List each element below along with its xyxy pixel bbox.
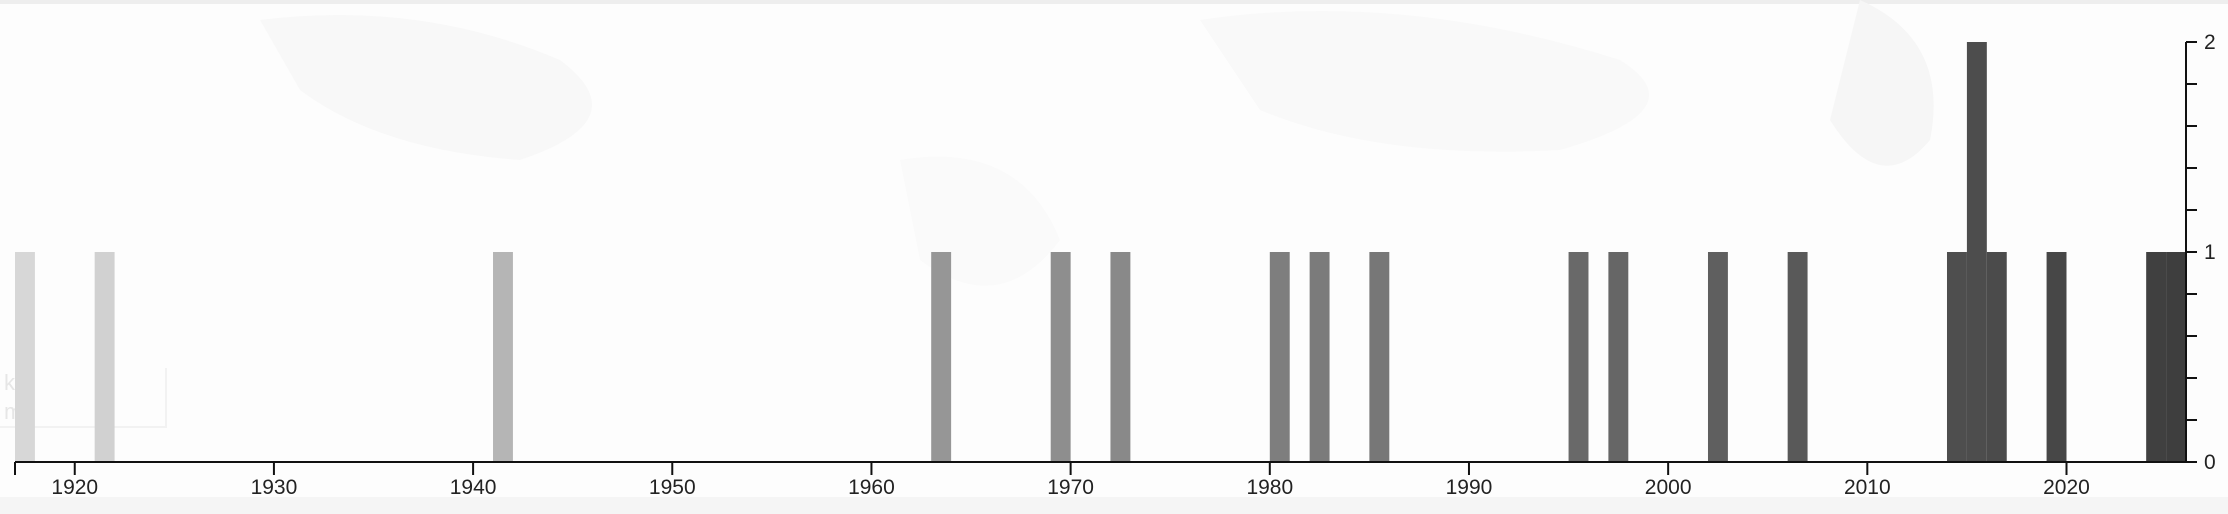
- x-tick-label-1940: 1940: [450, 476, 497, 499]
- bar-2016: [1986, 252, 2007, 462]
- bar-1969: [1050, 252, 1071, 462]
- y-tick-label-2: 2: [2204, 31, 2216, 54]
- bars-layer: [15, 42, 2186, 462]
- bar-1980: [1269, 252, 1290, 462]
- bar-1941: [493, 252, 513, 462]
- bar-1995: [1568, 252, 1589, 462]
- y-tick-label-1: 1: [2204, 241, 2216, 264]
- bar-1963: [931, 252, 952, 462]
- bar-2006: [1787, 252, 1808, 462]
- bar-2025: [2166, 252, 2186, 462]
- x-tick-label-1980: 1980: [1246, 476, 1293, 499]
- x-tick-label-1960: 1960: [848, 476, 895, 499]
- bar-2015: [1966, 42, 1987, 462]
- bar-1921: [94, 252, 115, 462]
- bar-2024: [2146, 252, 2167, 462]
- x-tick-label-2000: 2000: [1645, 476, 1692, 499]
- bar-1997: [1608, 252, 1629, 462]
- x-tick-label-1930: 1930: [251, 476, 298, 499]
- x-tick-label-2010: 2010: [1844, 476, 1891, 499]
- x-axis: 1920 1930 1940 1950 1960 1970 1980 1990 2000 2010…: [14, 461, 2186, 499]
- y-tick-label-0: 0: [2204, 451, 2216, 474]
- bar-1972: [1110, 252, 1131, 462]
- x-tick-label-1920: 1920: [51, 476, 98, 499]
- bar-2014: [1946, 252, 1967, 462]
- bar-1985: [1369, 252, 1390, 462]
- bar-1917: [15, 252, 35, 462]
- bar-2002: [1707, 252, 1728, 462]
- x-tick-label-2020: 2020: [2043, 476, 2090, 499]
- y-axis: 0 1 2: [2185, 31, 2216, 474]
- x-tick-label-1950: 1950: [649, 476, 696, 499]
- x-tick-label-1990: 1990: [1446, 476, 1493, 499]
- bar-1982: [1309, 252, 1330, 462]
- bar-2019: [2046, 252, 2067, 462]
- x-tick-label-1970: 1970: [1047, 476, 1094, 499]
